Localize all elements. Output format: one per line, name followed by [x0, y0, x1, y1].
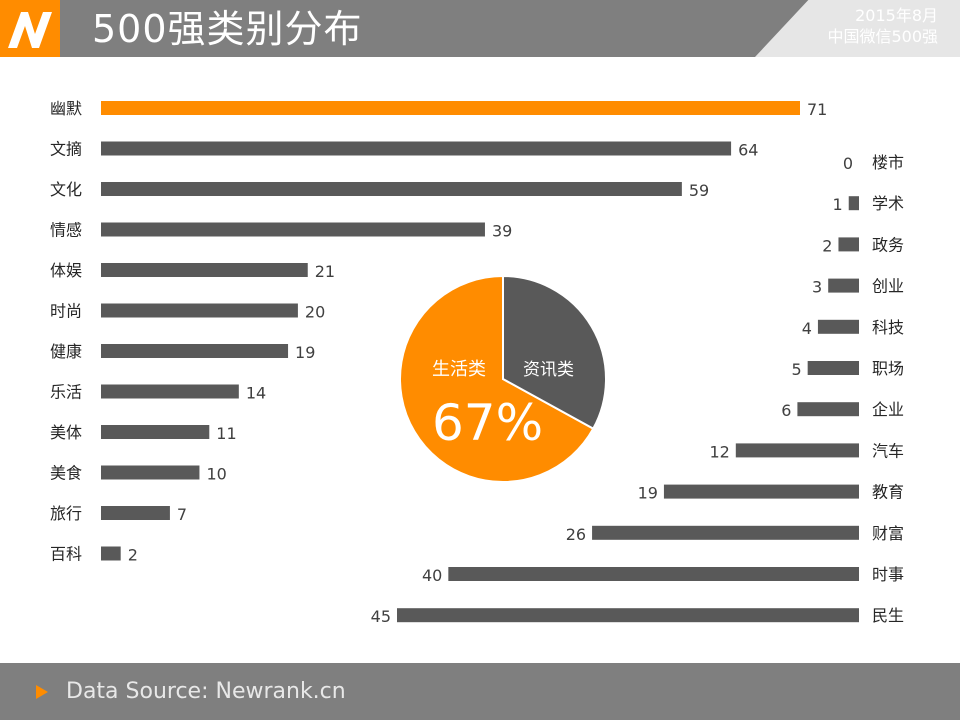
right-bar [592, 525, 859, 540]
left-category-label: 情感 [50, 221, 82, 240]
right-value-label: 26 [566, 525, 586, 544]
report-date: 2015年8月 [855, 6, 938, 25]
right-category-label: 创业 [872, 277, 904, 296]
right-bar [838, 237, 859, 252]
left-value-label: 71 [807, 100, 827, 119]
logo [0, 0, 60, 57]
page-title: 500强类别分布 [92, 7, 363, 51]
right-category-label: 楼市 [872, 153, 904, 172]
pie-slice-news [502, 274, 607, 430]
right-value-label: 2 [822, 236, 832, 255]
right-category-label: 企业 [872, 400, 904, 419]
left-value-label: 19 [295, 343, 315, 362]
right-value-label: 3 [812, 278, 822, 297]
left-category-label: 美食 [50, 464, 82, 483]
left-bar [101, 182, 682, 196]
left-category-label: 乐活 [50, 383, 82, 402]
left-bar [101, 384, 239, 399]
left-bar [101, 344, 289, 358]
right-value-label: 1 [833, 195, 843, 214]
left-value-label: 64 [738, 141, 758, 160]
right-bar [663, 484, 859, 499]
right-category-label: 教育 [872, 483, 904, 502]
right-category-label: 职场 [872, 359, 904, 378]
data-source: Data Source: Newrank.cn [66, 679, 346, 704]
left-value-label: 59 [689, 181, 709, 200]
left-bar [101, 303, 298, 318]
right-category-label: 时事 [872, 565, 904, 584]
left-value-label: 7 [177, 505, 187, 524]
left-bar [101, 101, 800, 115]
right-value-label: 12 [709, 442, 729, 461]
pie-slice-life [399, 274, 595, 483]
right-bar [397, 608, 859, 623]
pie-label-life: 生活类 [432, 359, 486, 380]
right-bar [817, 319, 859, 334]
footer-bar [0, 663, 960, 720]
pie-label-news: 资讯类 [523, 360, 574, 380]
left-value-label: 39 [492, 222, 512, 241]
right-bar [828, 278, 859, 293]
right-value-label: 40 [422, 566, 442, 585]
right-category-label: 学术 [872, 194, 904, 213]
left-bar [101, 506, 170, 520]
left-bar [101, 465, 200, 480]
left-bar [101, 222, 485, 237]
left-category-label: 时尚 [50, 302, 82, 321]
left-value-label: 21 [315, 262, 335, 281]
left-value-label: 2 [128, 546, 138, 565]
right-value-label: 6 [781, 401, 791, 420]
right-category-label: 民生 [872, 606, 904, 625]
left-category-label: 幽默 [50, 99, 82, 118]
logo-n-icon [8, 12, 52, 48]
right-bar [735, 443, 859, 458]
left-value-label: 14 [246, 384, 266, 403]
left-category-label: 健康 [50, 342, 82, 361]
left-value-label: 11 [216, 424, 236, 443]
right-bar [848, 196, 859, 211]
right-value-label: 19 [638, 484, 658, 503]
right-category-label: 科技 [872, 318, 904, 337]
left-bar [101, 425, 210, 439]
left-bar [101, 141, 732, 156]
right-category-label: 政务 [872, 235, 904, 254]
left-category-label: 百科 [50, 545, 82, 564]
left-value-label: 20 [305, 303, 325, 322]
right-category-label: 汽车 [872, 441, 904, 460]
right-value-label: 45 [371, 607, 391, 626]
left-bar [101, 263, 308, 277]
left-category-label: 美体 [50, 423, 82, 442]
left-category-label: 文化 [50, 180, 82, 199]
right-bar [797, 402, 859, 417]
left-value-label: 10 [206, 465, 226, 484]
right-bar [807, 361, 859, 375]
pie-center-percent: 67% [432, 394, 543, 452]
right-category-label: 财富 [872, 524, 904, 543]
right-value-label: 0 [843, 154, 853, 173]
left-bar [101, 546, 121, 561]
right-bar [448, 567, 859, 581]
left-category-label: 文摘 [50, 140, 82, 159]
right-value-label: 4 [802, 319, 812, 338]
report-subtitle: 中国微信500强 [827, 27, 938, 46]
footer-arrow-icon [36, 685, 48, 699]
left-category-label: 体娱 [50, 261, 82, 280]
left-category-label: 旅行 [50, 504, 82, 523]
right-value-label: 5 [791, 360, 801, 379]
